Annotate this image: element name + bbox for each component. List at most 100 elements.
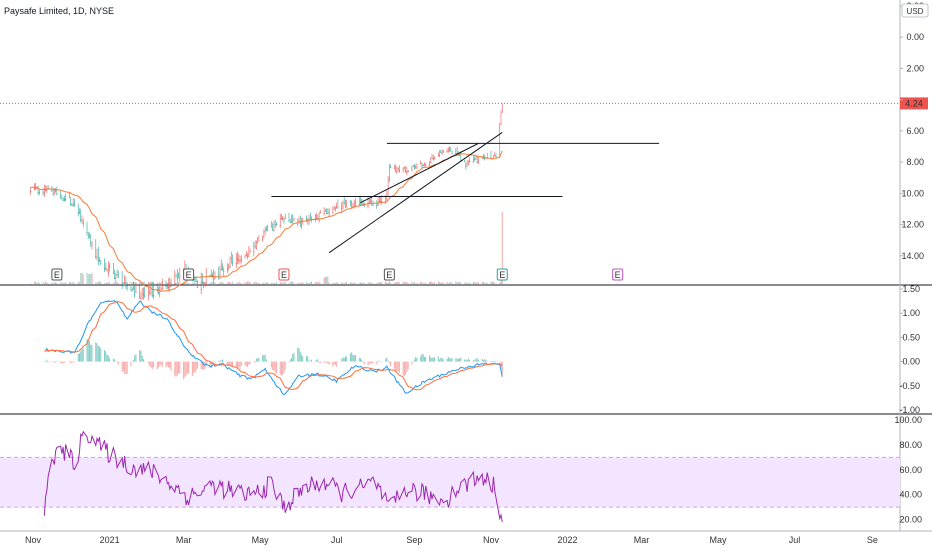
- macd-histogram-bar: [460, 357, 462, 362]
- macd-histogram-bar: [68, 361, 70, 362]
- macd-histogram-bar: [100, 348, 102, 362]
- candle-body: [421, 165, 423, 166]
- volume-bar: [425, 282, 427, 284]
- volume-bar: [237, 283, 239, 284]
- candle-body: [95, 256, 97, 258]
- candle-body: [103, 268, 106, 269]
- candle-body: [334, 207, 336, 209]
- candle-body: [134, 294, 136, 295]
- price-tick-label: 10.00: [901, 188, 924, 198]
- candle-body: [226, 268, 229, 269]
- candle-body: [255, 247, 257, 249]
- rsi-tick-label: 100.00: [894, 415, 922, 425]
- macd-histogram-bar: [318, 361, 320, 363]
- volume-bar: [33, 281, 35, 284]
- trend-line-1: [328, 132, 503, 254]
- candle-body: [53, 193, 55, 195]
- candle-body: [194, 279, 196, 281]
- candle-body: [425, 164, 427, 165]
- candle-body: [165, 285, 167, 287]
- volume-bar: [45, 281, 47, 284]
- candle-body: [71, 204, 73, 206]
- volume-bar: [36, 283, 38, 284]
- currency-badge[interactable]: USD: [901, 3, 929, 18]
- volume-bar: [465, 282, 467, 284]
- candle-body: [353, 205, 355, 206]
- candle-body: [107, 272, 109, 274]
- axes-layer: 4.2414.0012.0010.008.006.002.000.00-2.00…: [25, 1, 928, 545]
- candle-body: [144, 295, 146, 297]
- price-tick-label: 2.00: [906, 63, 924, 73]
- macd-histogram-bar: [430, 357, 432, 362]
- volume-bar: [495, 283, 497, 284]
- volume-bar: [114, 282, 116, 284]
- macd-histogram-bar: [494, 360, 496, 362]
- macd-histogram-bar: [403, 361, 405, 376]
- macd-histogram-bar: [324, 361, 326, 363]
- candle-body: [150, 291, 152, 293]
- macd-histogram-bar: [142, 359, 144, 362]
- volume-bar: [306, 281, 308, 284]
- macd-histogram-bar: [341, 358, 343, 362]
- macd-histogram-bar: [346, 356, 348, 362]
- macd-histogram-bar: [301, 354, 303, 362]
- volume-bar: [311, 281, 313, 284]
- volume-bar: [30, 283, 32, 284]
- macd-histogram-bar: [293, 353, 295, 362]
- macd-histogram-bar: [423, 357, 425, 362]
- candle-body: [121, 285, 123, 287]
- candle-body: [450, 150, 452, 152]
- candle-body: [362, 203, 364, 205]
- macd-histogram-bar: [485, 359, 487, 362]
- currency-badge-box: [901, 3, 929, 18]
- candle-body: [245, 255, 247, 256]
- volume-bar: [53, 282, 55, 284]
- macd-histogram-bar: [456, 358, 458, 362]
- candle-body: [494, 155, 496, 156]
- candle-body: [240, 259, 242, 260]
- volume-bar: [142, 282, 144, 284]
- macd-histogram-bar: [183, 361, 185, 380]
- candle-body: [455, 153, 457, 154]
- volume-bar: [289, 281, 291, 284]
- volume-bar: [490, 281, 492, 284]
- candle-body: [219, 274, 221, 275]
- macd-histogram-bar: [476, 358, 478, 362]
- candle-body: [344, 207, 347, 209]
- macd-histogram-bar: [442, 359, 444, 362]
- macd-histogram-bar: [186, 361, 188, 374]
- candle-body: [358, 204, 360, 205]
- macd-histogram-bar: [359, 358, 361, 362]
- volume-bar: [228, 281, 230, 284]
- indicator-lines-layer: [0, 102, 900, 523]
- candle-body: [342, 206, 344, 207]
- time-tick-label: Jul: [789, 535, 801, 545]
- candle-body: [341, 208, 343, 209]
- candle-body: [96, 256, 98, 258]
- macd-histogram-bar: [77, 353, 79, 362]
- macd-histogram-bar: [273, 361, 275, 371]
- candle-body: [204, 283, 206, 285]
- macd-histogram-bar: [362, 361, 364, 363]
- volume-bar: [301, 283, 303, 284]
- volume-bar: [494, 283, 496, 284]
- volume-bar: [353, 283, 355, 284]
- volume-bar: [420, 281, 422, 284]
- macd-histogram-bar: [87, 339, 89, 362]
- macd-histogram-bar: [354, 355, 356, 362]
- volume-bar: [115, 281, 117, 284]
- volume-bar: [475, 282, 477, 284]
- volume-bar: [316, 282, 318, 284]
- volume-bar: [474, 282, 476, 284]
- macd-histogram-bar: [437, 356, 439, 362]
- volume-bar: [249, 282, 251, 284]
- macd-histogram-bar: [302, 356, 304, 362]
- macd-histogram-bar: [166, 361, 168, 367]
- candle-body: [438, 154, 441, 156]
- candle-body: [70, 203, 72, 205]
- candle-body: [288, 220, 290, 222]
- candle-body: [68, 197, 71, 198]
- candle-body: [403, 168, 405, 169]
- candle-body: [131, 290, 133, 292]
